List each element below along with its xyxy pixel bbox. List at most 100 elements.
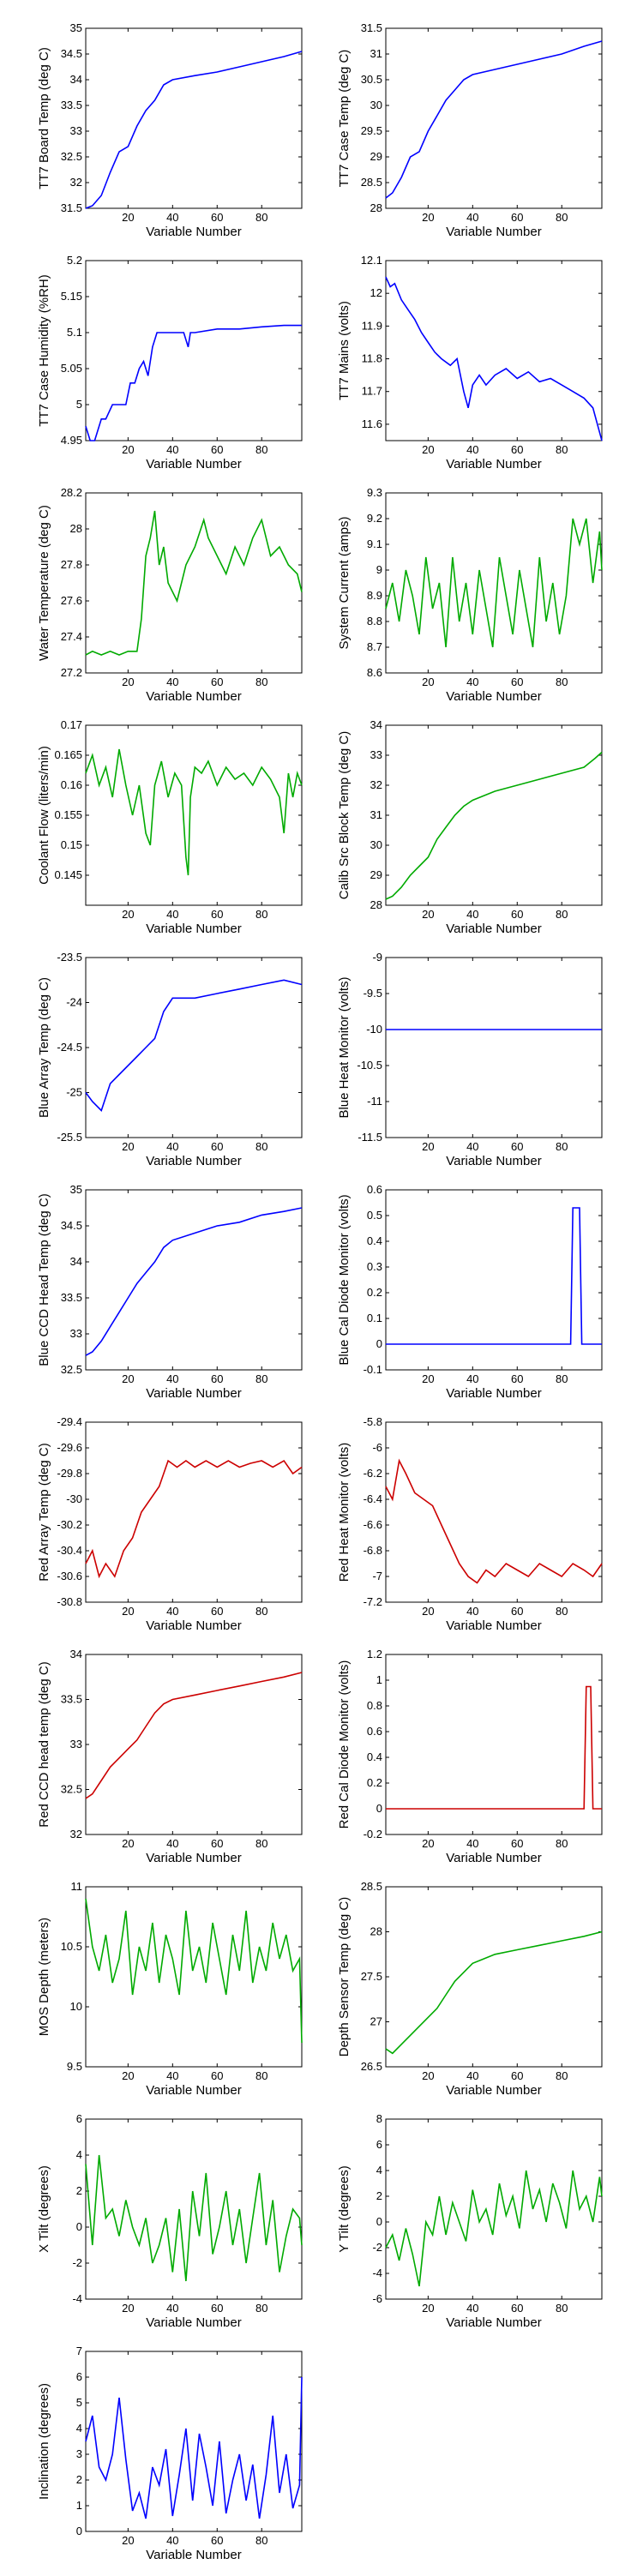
plot-frame — [85, 724, 303, 906]
y-tick-label: 0 — [76, 2220, 82, 2233]
chart-14: -7.2 -7 -6.8 -6.6 -6.4 -6.2 -6 -5.8 20 40 60 80 Vari… — [337, 1415, 603, 1633]
x-tick-label: 40 — [166, 1837, 178, 1850]
x-tick-label: 40 — [466, 1605, 478, 1618]
y-tick-label: 28 — [370, 201, 382, 214]
y-tick-label: 30.5 — [361, 73, 382, 86]
chart-20: -6 -4 -2 0 2 4 6 8 20 40 60 80 Variable Number Y Tilt… — [337, 2112, 603, 2330]
series-line — [85, 1207, 303, 1356]
y-tick-label: 32.5 — [61, 150, 82, 163]
y-tick-label: 9.3 — [367, 486, 382, 499]
y-tick-label: -29.4 — [57, 1415, 82, 1428]
x-tick-label: 20 — [122, 1372, 134, 1385]
y-tick-label: 29.5 — [361, 124, 382, 137]
y-tick-label: 7 — [76, 2345, 82, 2357]
y-tick-label: 8.8 — [367, 615, 382, 627]
y-tick-label: 5.15 — [61, 290, 82, 303]
y-tick-label: 34.5 — [61, 1219, 82, 1232]
series-line — [85, 51, 303, 209]
y-tick-label: 28.2 — [61, 486, 82, 499]
y-tick-label: 8.7 — [367, 640, 382, 653]
x-tick-label: 40 — [166, 1140, 178, 1153]
y-tick-label: 33 — [70, 1738, 82, 1750]
y-tick-label: 34 — [370, 718, 382, 731]
y-axis-label: Inclination (degrees) — [37, 2383, 51, 2500]
x-tick-label: 40 — [166, 2534, 178, 2547]
y-axis-label: TT7 Mains (volts) — [337, 301, 352, 400]
y-tick-label: 12.1 — [361, 254, 382, 267]
y-tick-label: 2 — [76, 2473, 82, 2486]
x-tick-label: 40 — [466, 2069, 478, 2082]
x-tick-label: 60 — [511, 1605, 523, 1618]
y-tick-label: 34 — [70, 73, 82, 86]
x-axis-label: Variable Number — [146, 1851, 241, 1865]
y-tick-label: 0 — [76, 2525, 82, 2537]
x-tick-label: 60 — [211, 2069, 223, 2082]
y-tick-label: 34.5 — [61, 47, 82, 60]
y-tick-label: 11 — [71, 1880, 83, 1893]
y-tick-label: 33 — [70, 1327, 82, 1340]
plot-frame — [85, 957, 303, 1138]
x-tick-label: 80 — [556, 1605, 568, 1618]
series-line — [85, 324, 302, 441]
x-tick-label: 60 — [211, 2534, 223, 2547]
y-tick-label: 0.8 — [367, 1699, 382, 1712]
x-axis-label: Variable Number — [446, 689, 541, 704]
y-tick-label: 0.6 — [367, 1725, 382, 1738]
x-tick-label: 40 — [166, 908, 178, 921]
y-tick-label: -9 — [372, 951, 382, 964]
series-line — [85, 2376, 303, 2519]
x-tick-label: 20 — [122, 2302, 134, 2315]
y-tick-label: 11.7 — [362, 385, 382, 398]
x-axis-label: Variable Number — [446, 2315, 541, 2330]
y-tick-label: 1 — [376, 1673, 382, 1686]
chart-9: -25.5 -25 -24.5 -24 -23.5 20 40 60 80 Variable Nu… — [37, 951, 303, 1168]
y-tick-label: -29.8 — [57, 1467, 82, 1480]
plot-frame — [85, 1654, 303, 1835]
y-axis-label: Water Temperature (deg C) — [37, 505, 51, 661]
x-tick-label: 40 — [166, 211, 178, 224]
x-tick-label: 80 — [556, 1837, 568, 1850]
chart-3: 4.95 5 5.05 5.1 5.15 5.2 20 40 60 80 Variable Numb… — [37, 254, 303, 471]
x-tick-label: 80 — [255, 1140, 267, 1153]
series-line — [85, 2154, 303, 2282]
x-tick-label: 40 — [166, 676, 178, 688]
series-line — [385, 751, 603, 900]
x-tick-label: 60 — [511, 1140, 523, 1153]
x-tick-label: 20 — [422, 2302, 434, 2315]
y-tick-label: -6.8 — [364, 1544, 382, 1557]
plot-frame — [85, 2351, 303, 2532]
y-axis-label: Coolant Flow (liters/min) — [37, 746, 51, 885]
y-tick-label: 1 — [76, 2499, 82, 2512]
series-line — [85, 1459, 303, 1579]
x-tick-label: 80 — [556, 908, 568, 921]
chart-10: -11.5 -11 -10.5 -10 -9.5 -9 20 40 60 80 Variable N… — [337, 951, 603, 1168]
y-axis-label: TT7 Case Temp (deg C) — [337, 50, 352, 188]
chart-12: -0.1 0 0.1 0.2 0.3 0.4 0.5 0.6 20 40 60 80 Variable … — [337, 1183, 603, 1401]
x-tick-label: 20 — [422, 1605, 434, 1618]
x-tick-label: 40 — [466, 211, 478, 224]
x-tick-label: 60 — [211, 1605, 223, 1618]
y-tick-label: 0.5 — [367, 1209, 382, 1222]
y-tick-label: -11.5 — [358, 1131, 382, 1144]
plot-frame — [85, 260, 303, 441]
x-axis-label: Variable Number — [146, 689, 241, 704]
y-tick-label: -2 — [372, 2241, 382, 2254]
x-tick-label: 60 — [511, 1837, 523, 1850]
plot-frame — [385, 2118, 603, 2300]
y-axis-label: Blue Heat Monitor (volts) — [337, 976, 352, 1118]
y-tick-label: 33 — [370, 748, 382, 761]
series-line — [385, 1930, 603, 2055]
x-axis-label: Variable Number — [146, 1386, 241, 1401]
y-tick-label: 2 — [376, 2189, 382, 2202]
series-line — [386, 1685, 602, 1810]
series-line — [85, 748, 303, 876]
x-axis-label: Variable Number — [446, 1386, 541, 1401]
y-tick-label: 4 — [376, 2164, 382, 2177]
x-tick-label: 60 — [211, 1140, 223, 1153]
x-tick-label: 80 — [255, 1372, 267, 1385]
y-tick-label: 8.6 — [367, 666, 382, 679]
x-tick-label: 40 — [166, 1372, 178, 1385]
y-tick-label: 9.2 — [367, 512, 382, 525]
series-line — [85, 1672, 303, 1799]
